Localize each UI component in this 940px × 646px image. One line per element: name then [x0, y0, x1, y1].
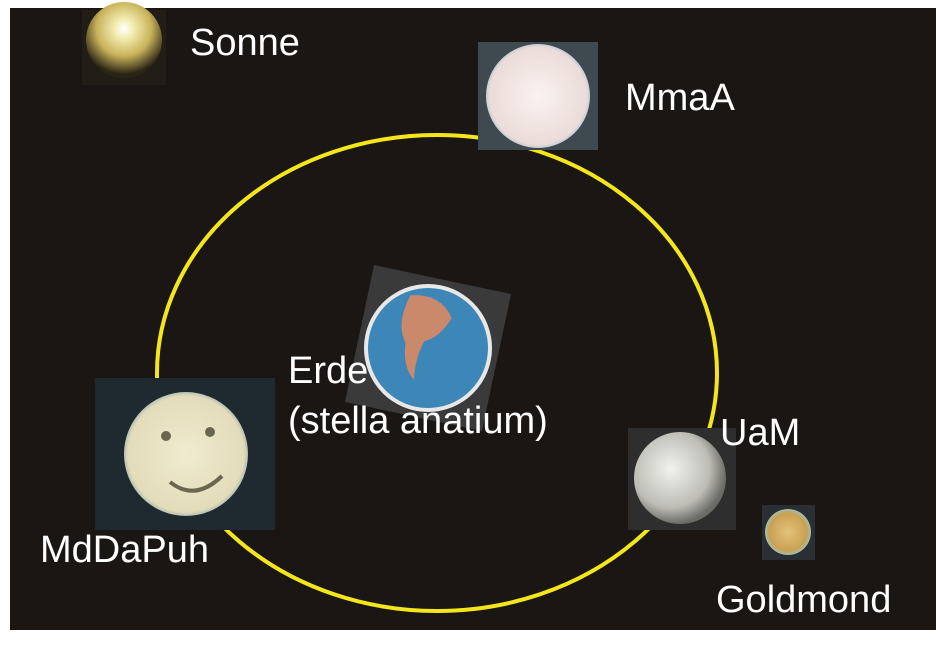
- diagram: Sonne MmaA Erde (stella anatium) UaM MdD…: [0, 0, 940, 646]
- face-eye: [205, 427, 215, 437]
- sun: [86, 2, 162, 78]
- node-label: Sonne: [190, 22, 300, 64]
- uam-moon: [634, 432, 726, 524]
- face-eye: [161, 431, 171, 441]
- node-label: UaM: [720, 412, 800, 454]
- node-label: MdDaPuh: [40, 529, 209, 571]
- node-label: MmaA: [625, 77, 735, 119]
- goldmond: [765, 509, 811, 555]
- node-sublabel: (stella anatium): [288, 400, 548, 442]
- node-label: Erde: [288, 350, 368, 392]
- mmaa-moon: [486, 44, 590, 148]
- node-label: Goldmond: [716, 579, 891, 621]
- mddapuh-moon: [124, 392, 248, 516]
